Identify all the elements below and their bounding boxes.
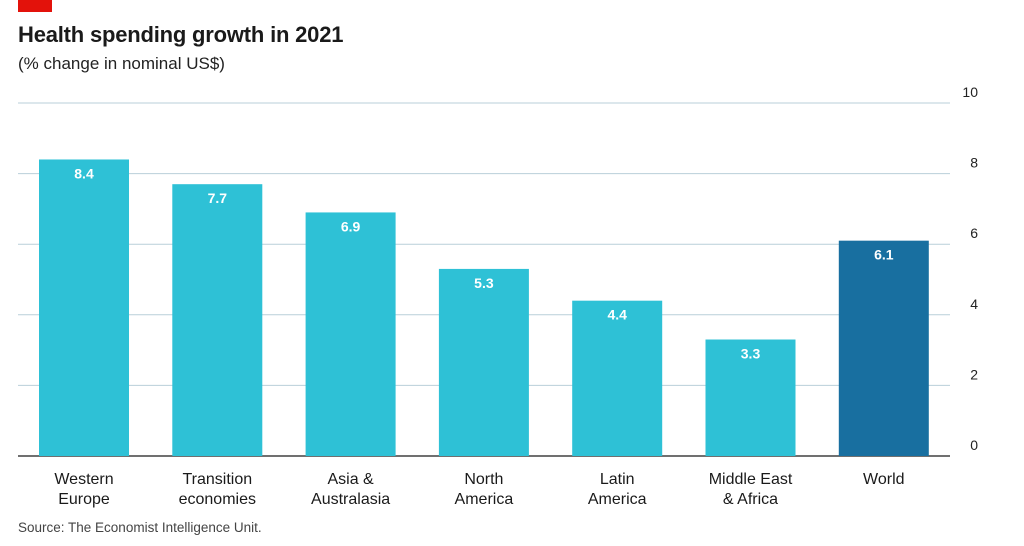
bar-5 — [705, 339, 796, 456]
y-tick-label-2: 2 — [970, 366, 978, 382]
y-tick-label-10: 10 — [962, 84, 978, 100]
category-label-0-0: Western — [54, 471, 113, 488]
value-label-4: 4.4 — [607, 307, 627, 323]
bar-0 — [39, 159, 129, 457]
chart-title: Health spending growth in 2021 — [18, 22, 344, 47]
source-note: Source: The Economist Intelligence Unit. — [18, 520, 262, 535]
category-label-6-0: World — [863, 471, 905, 488]
value-label-1: 7.7 — [208, 190, 228, 206]
category-label-4-1: America — [588, 491, 647, 508]
category-label-3-1: America — [455, 491, 514, 508]
value-label-3: 5.3 — [474, 275, 494, 291]
y-tick-label-8: 8 — [970, 155, 978, 171]
category-label-4-0: Latin — [600, 471, 635, 488]
category-label-3-0: North — [464, 471, 503, 488]
category-label-1-1: economies — [179, 491, 256, 508]
value-label-6: 6.1 — [874, 247, 894, 263]
category-label-2-0: Asia & — [327, 471, 374, 488]
bars: 8.4 7.7 6.9 5.3 4.4 3.3 6.1 — [39, 159, 929, 457]
bar-6 — [838, 240, 929, 456]
y-tick-label-0: 0 — [970, 437, 978, 453]
category-label-2-1: Australasia — [311, 491, 390, 508]
category-labels: Western Europe Transition economies Asia & Au… — [54, 471, 904, 508]
brand-flag — [18, 0, 52, 12]
y-tick-label-6: 6 — [970, 225, 978, 241]
value-label-2: 6.9 — [341, 218, 361, 234]
value-label-5: 3.3 — [741, 346, 761, 362]
category-label-1-0: Transition — [182, 471, 252, 488]
bar-4 — [572, 300, 663, 456]
bar-1 — [172, 184, 263, 456]
y-tick-label-4: 4 — [970, 296, 978, 312]
category-label-0-1: Europe — [58, 491, 110, 508]
chart-subtitle: (% change in nominal US$) — [18, 54, 225, 73]
value-label-0: 8.4 — [74, 165, 94, 181]
bar-3 — [438, 268, 529, 456]
bar-2 — [305, 212, 396, 456]
category-label-5-1: & Africa — [723, 491, 778, 508]
category-label-5-0: Middle East — [709, 471, 793, 488]
